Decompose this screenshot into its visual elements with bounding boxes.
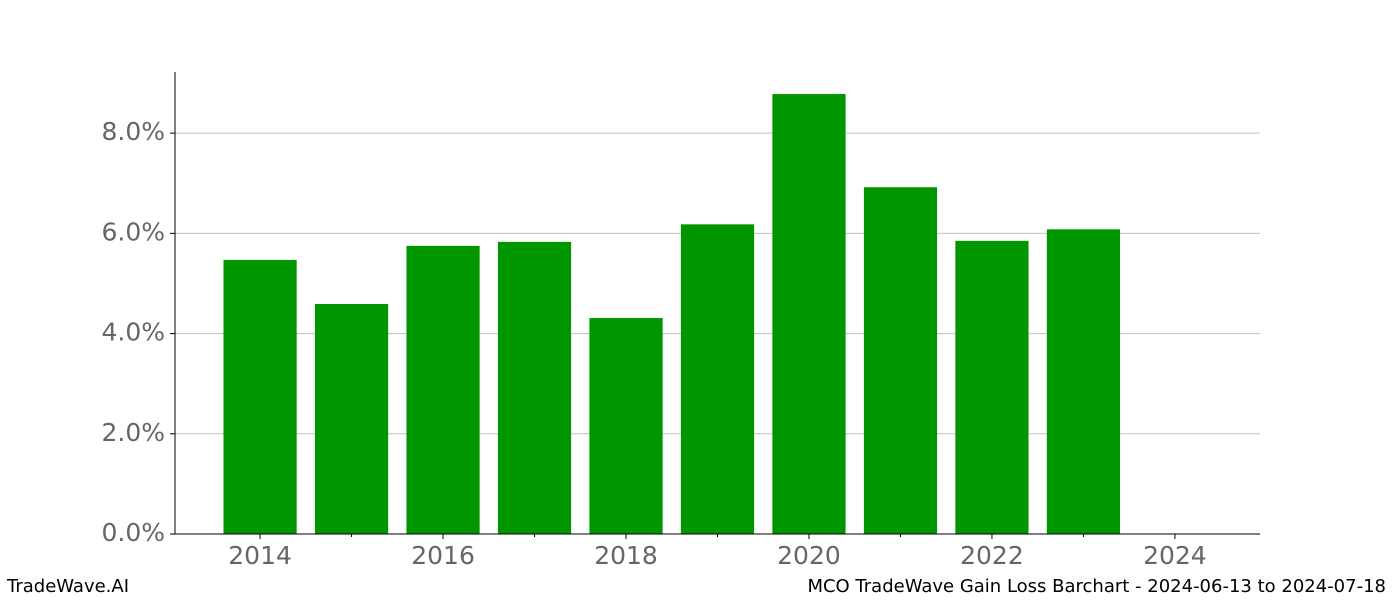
x-tick-label: 2024 — [1143, 541, 1207, 570]
bar — [314, 304, 389, 534]
bar — [223, 259, 297, 534]
x-tick-label: 2018 — [594, 541, 658, 570]
y-tick-label: 6.0% — [101, 217, 165, 246]
chart-title: MCO TradeWave Gain Loss Barchart - 2024-… — [807, 576, 1386, 597]
x-tick-label: 2014 — [228, 541, 292, 570]
bar — [589, 318, 663, 534]
bar — [497, 241, 572, 534]
watermark: TradeWave.AI — [6, 576, 129, 597]
y-tick-label: 8.0% — [101, 117, 165, 146]
x-tick-label: 2022 — [960, 541, 1024, 570]
y-tick-label: 2.0% — [101, 418, 165, 447]
bar — [680, 224, 755, 534]
bar — [406, 245, 480, 535]
y-tick-label: 0.0% — [101, 518, 165, 547]
bar — [863, 187, 938, 534]
bar — [772, 94, 846, 534]
bar — [955, 240, 1029, 534]
bar — [1046, 229, 1121, 534]
x-tick-label: 2016 — [411, 541, 475, 570]
y-tick-label: 4.0% — [101, 318, 165, 347]
x-tick-label: 2020 — [777, 541, 841, 570]
